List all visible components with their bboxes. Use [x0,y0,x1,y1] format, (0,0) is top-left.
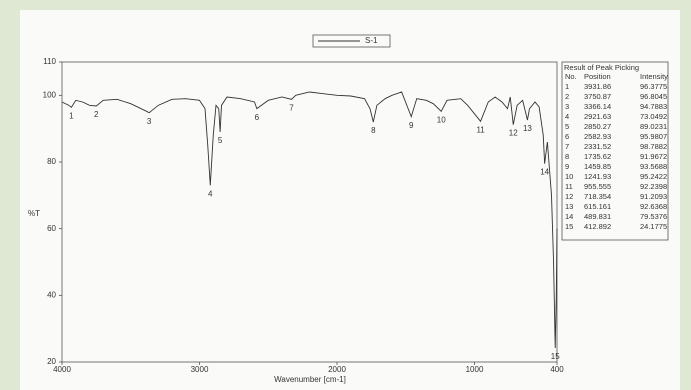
table-cell: 1459.85 [584,162,611,171]
table-cell: 7 [565,142,569,151]
y-axis-label: %T [28,209,40,218]
table-cell: 98.7882 [640,142,667,151]
peak-label: 14 [540,168,549,177]
table-cell: 91.9672 [640,152,667,161]
table-cell: 2 [565,92,569,101]
table-cell: 1 [565,82,569,91]
table-header: Intensity [640,72,668,81]
x-tick-label: 400 [550,365,564,374]
table-cell: 615.161 [584,202,611,211]
table-cell: 92.6368 [640,202,667,211]
paper [20,10,680,390]
table-cell: 2331.52 [584,142,611,151]
table-cell: 3 [565,102,569,111]
legend-label: S-1 [365,36,378,45]
table-cell: 92.2398 [640,182,667,191]
table-cell: 8 [565,152,569,161]
plot-frame [61,61,558,363]
table-cell: 94.7883 [640,102,667,111]
table-cell: 11 [565,182,573,191]
table-cell: 14 [565,212,573,221]
legend-box [312,34,391,48]
table-header: Position [584,72,611,81]
table-cell: 412.892 [584,222,611,231]
peak-label: 13 [523,124,532,133]
table-cell: 13 [565,202,573,211]
table-cell: 955.555 [584,182,611,191]
table-cell: 12 [565,192,573,201]
x-tick-label: 3000 [191,365,209,374]
peak-label: 11 [476,125,485,134]
table-cell: 3750.87 [584,92,611,101]
table-cell: 93.5688 [640,162,667,171]
table-cell: 2582.93 [584,132,611,141]
table-cell: 718.354 [584,192,611,201]
peak-label: 10 [437,115,446,124]
table-cell: 96.8045 [640,92,667,101]
peak-label: 6 [255,113,260,122]
peak-label: 5 [218,136,223,145]
y-tick-label: 100 [43,90,57,99]
peak-label: 1 [69,112,74,121]
y-tick-label: 60 [47,224,56,233]
table-cell: 4 [565,112,569,121]
x-axis-label: Wavenumber [cm-1] [274,375,346,384]
peak-label: 7 [289,103,294,112]
table-cell: 5 [565,122,569,131]
table-title: Result of Peak Picking [564,63,639,72]
x-tick-label: 4000 [53,365,71,374]
table-frame [561,61,669,241]
table-cell: 73.0492 [640,112,667,121]
peak-label: 9 [409,121,414,130]
peak-label: 2 [94,110,99,119]
table-cell: 9 [565,162,569,171]
table-cell: 96.3775 [640,82,667,91]
table-cell: 1735.62 [584,152,611,161]
y-tick-label: 40 [47,290,56,299]
table-cell: 2850.27 [584,122,611,131]
table-cell: 489.831 [584,212,611,221]
y-tick-label: 110 [43,57,56,66]
x-tick-label: 1000 [466,365,484,374]
x-tick-label: 2000 [328,365,346,374]
table-cell: 24.1775 [640,222,667,231]
spectrum-line [61,91,558,349]
table-cell: 89.0231 [640,122,667,131]
table-cell: 15 [565,222,573,231]
table-cell: 95.2422 [640,172,667,181]
peak-label: 8 [371,126,376,135]
table-cell: 91.2093 [640,192,667,201]
table-cell: 3931.86 [584,82,611,91]
table-cell: 3366.14 [584,102,611,111]
table-cell: 6 [565,132,569,141]
y-tick-label: 80 [47,157,56,166]
peak-table: Result of Peak Picking No. Position Intens… [561,61,669,241]
peak-label: 12 [509,129,518,138]
table-cell: 95.9807 [640,132,667,141]
table-cell: 1241.93 [584,172,611,181]
y-tick-label: 20 [47,357,56,366]
peak-label: 4 [208,189,213,198]
table-cell: 10 [565,172,573,181]
table-cell: 79.5376 [640,212,667,221]
table-header: No. [565,72,577,81]
table-cell: 2921.63 [584,112,611,121]
peak-label: 15 [551,352,560,361]
peak-label: 3 [147,117,152,126]
